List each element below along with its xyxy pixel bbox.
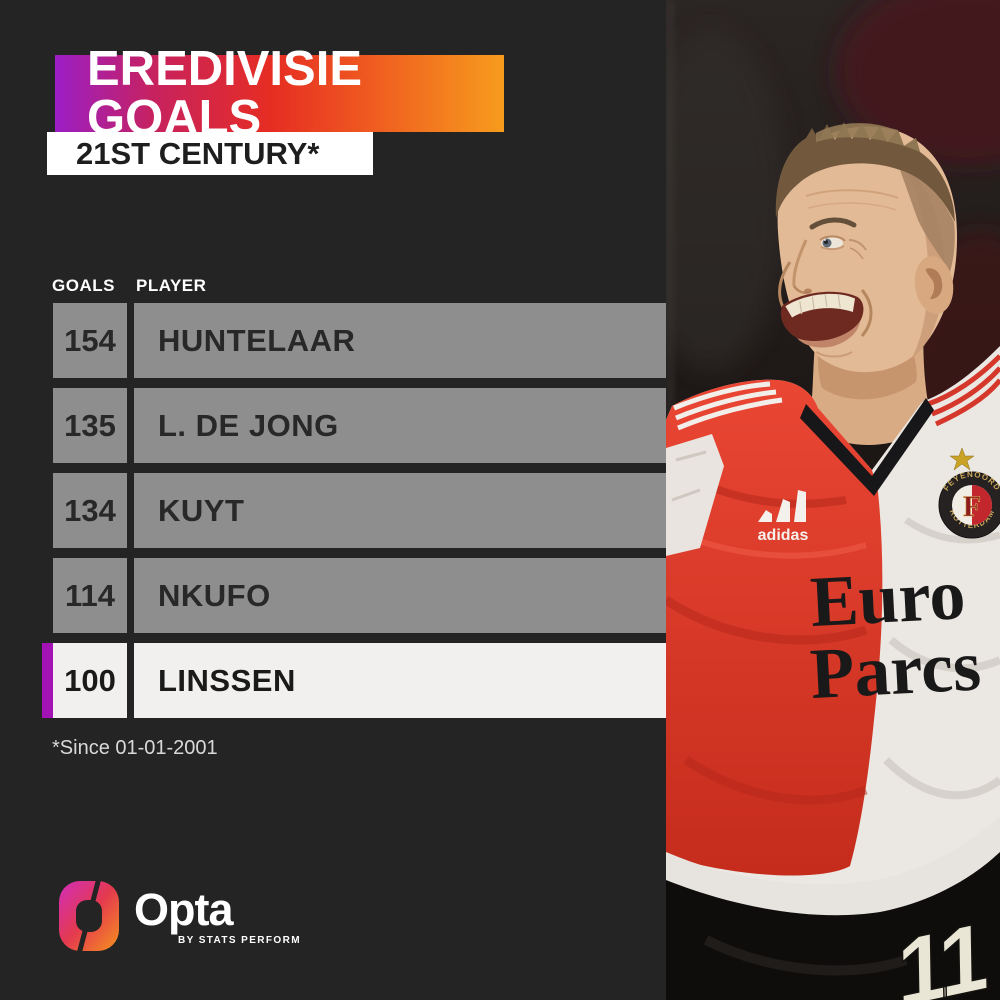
sponsor-line2: Parcs — [808, 625, 983, 714]
goals-cell: 100 — [53, 643, 127, 718]
opta-branding: Opta BY STATS PERFORM — [58, 880, 301, 952]
title-banner: EREDIVISIE GOALS — [55, 44, 504, 142]
adidas-shoulder-stripes-right — [927, 354, 1000, 427]
row-accent-bar — [42, 388, 53, 463]
adidas-shoulder-stripes-left — [673, 381, 783, 431]
page-title: EREDIVISIE GOALS — [87, 41, 363, 145]
brand-text: Opta BY STATS PERFORM — [134, 887, 301, 946]
sponsor-line1: Euro — [808, 554, 967, 642]
player-column-header: PLAYER — [136, 276, 207, 295]
row-accent-bar — [42, 643, 53, 718]
collar — [800, 398, 934, 496]
table-row: 114 NKUFO — [42, 558, 666, 633]
row-accent-bar — [42, 558, 53, 633]
shirt-sponsor: Euro Parcs — [808, 554, 983, 714]
player-photo: FEYENOORD ROTTERDAM F adidas — [666, 0, 1000, 1000]
brand-wordmark: Opta — [134, 883, 234, 935]
goals-cell: 134 — [53, 473, 127, 548]
smiling-mouth — [780, 291, 864, 348]
adidas-logo-icon: adidas — [758, 490, 809, 544]
goals-cell: 114 — [53, 558, 127, 633]
crest-letter: F — [963, 490, 981, 523]
shirt-hem — [666, 816, 1000, 916]
goals-column-header: GOALS — [52, 276, 115, 295]
player-cell: L. DE JONG — [134, 388, 666, 463]
table-row: 134 KUYT — [42, 473, 666, 548]
player-cell: HUNTELAAR — [134, 303, 666, 378]
crest-star-icon — [949, 447, 975, 471]
player-figure: FEYENOORD ROTTERDAM F adidas — [666, 122, 1000, 1000]
player-cell: NKUFO — [134, 558, 666, 633]
subtitle-box: 21ST CENTURY* — [47, 132, 373, 175]
row-accent-bar — [42, 303, 53, 378]
goals-table: 154 HUNTELAAR 135 L. DE JONG 134 KUYT 11… — [42, 303, 666, 728]
table-column-headers: GOALS PLAYER — [52, 276, 206, 296]
table-row: 154 HUNTELAAR — [42, 303, 666, 378]
table-row-highlighted: 100 LINSSEN — [42, 643, 666, 718]
shorts — [666, 852, 1000, 1000]
row-accent-bar — [42, 473, 53, 548]
goals-cell: 135 — [53, 388, 127, 463]
page-subtitle: 21ST CENTURY* — [76, 136, 320, 171]
player-cell: LINSSEN — [134, 643, 666, 718]
eyebrow — [809, 217, 857, 230]
adidas-wordmark: adidas — [758, 527, 809, 544]
footnote: *Since 01-01-2001 — [52, 737, 218, 759]
feyenoord-crest-icon: FEYENOORD ROTTERDAM F — [938, 447, 1000, 539]
opta-logo-icon — [59, 880, 119, 952]
brand-tagline: BY STATS PERFORM — [178, 934, 301, 946]
nose — [792, 239, 808, 287]
ear — [914, 256, 954, 314]
eye — [819, 235, 846, 251]
goals-cell: 154 — [53, 303, 127, 378]
sleeve — [666, 434, 724, 556]
player-cell: KUYT — [134, 473, 666, 548]
player-head — [775, 122, 958, 373]
table-row: 135 L. DE JONG — [42, 388, 666, 463]
